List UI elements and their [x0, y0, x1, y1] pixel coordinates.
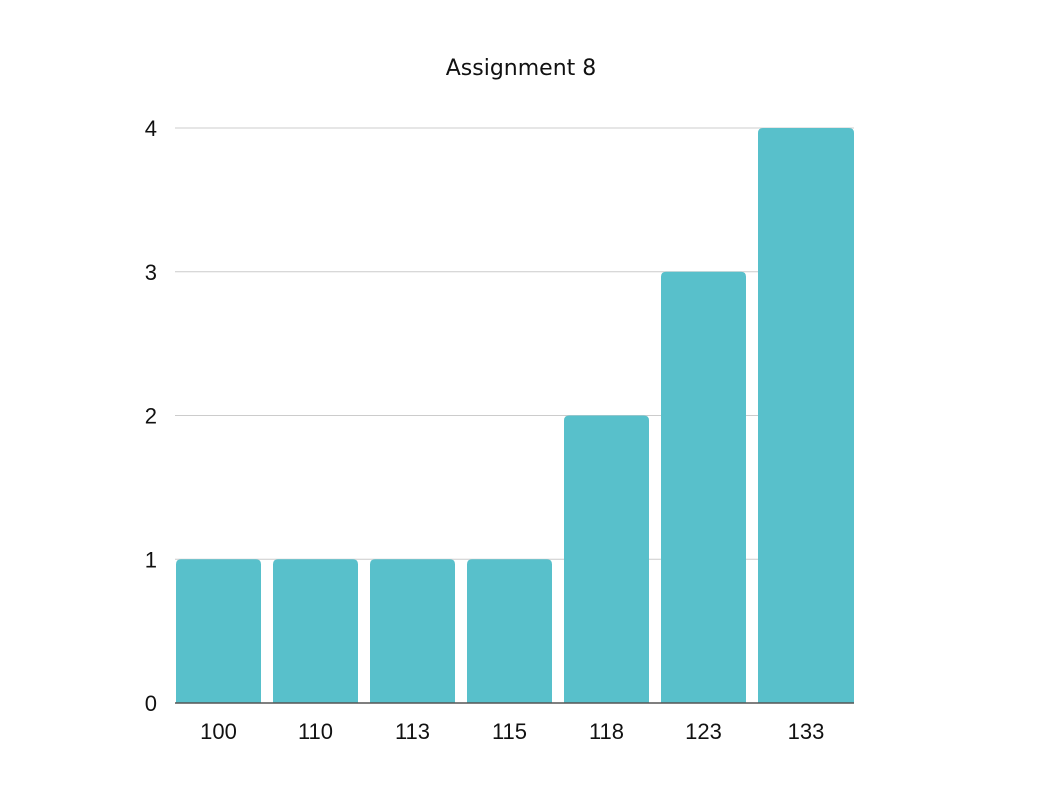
bar-123	[661, 271, 746, 703]
y-tick-label-3: 3	[145, 260, 157, 285]
chart-title: Assignment 8	[445, 56, 597, 81]
y-tick-label-0: 0	[145, 691, 157, 716]
bar-113	[370, 559, 455, 703]
bar-133	[758, 128, 854, 703]
x-tick-label-110: 110	[298, 719, 333, 744]
y-tick-label-2: 2	[145, 404, 157, 429]
x-tick-label-133: 133	[788, 719, 825, 744]
bar-100	[176, 559, 261, 703]
x-tick-label-123: 123	[685, 719, 722, 744]
bar-115	[467, 559, 552, 703]
x-tick-label-118: 118	[589, 719, 624, 744]
gridlines	[175, 127, 854, 560]
y-tick-label-1: 1	[145, 547, 157, 572]
x-tick-label-115: 115	[492, 719, 527, 744]
x-tick-label-113: 113	[395, 719, 430, 744]
x-tick-label-100: 100	[200, 719, 237, 744]
bar-110	[273, 559, 358, 703]
y-tick-label-4: 4	[145, 116, 157, 141]
bar-118	[564, 415, 649, 703]
bars	[176, 128, 854, 703]
